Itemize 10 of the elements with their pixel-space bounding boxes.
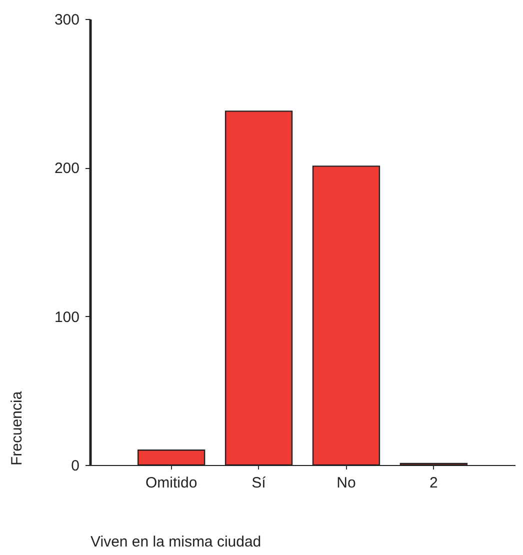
x-tick-label: No — [336, 474, 356, 492]
y-tick-label: 300 — [54, 12, 80, 28]
x-tick-label: 2 — [430, 474, 438, 492]
x-tick-label: Sí — [252, 474, 267, 492]
x-tick-label: Omitido — [145, 474, 198, 492]
y-axis-title: Frecuencia — [8, 390, 26, 466]
y-tick-label: 200 — [54, 160, 80, 178]
x-axis-title: Viven en la misma ciudad — [90, 534, 262, 550]
y-tick-label: 0 — [71, 458, 80, 474]
y-tick-label: 100 — [54, 308, 80, 326]
